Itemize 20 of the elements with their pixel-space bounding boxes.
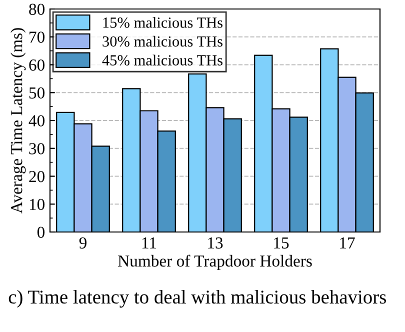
legend-label: 45% malicious THs [102, 54, 222, 66]
y-tick-label: 40 [28, 115, 45, 126]
y-tick-label: 70 [30, 32, 45, 43]
x-tick-label: 15 [274, 237, 289, 249]
y-tick-label: 80 [29, 4, 45, 15]
legend-label: 30% malicious THs [102, 36, 222, 47]
y-axis-title: Average Time Latency (ms) [10, 28, 26, 214]
x-axis-title: Number of Trapdoor Holders [118, 254, 312, 270]
y-tick-label: 30 [29, 143, 45, 154]
x-tick-label: 13 [208, 237, 223, 249]
text: c) Time latency to deal with malicious behaviors [8, 290, 386, 308]
x-tick-label: 9 [79, 237, 86, 249]
y-tick-label: 10 [30, 198, 45, 210]
y-tick-label: 20 [29, 170, 45, 182]
y-tick-label: 60 [29, 59, 45, 71]
legend-label: 15% malicious THs [103, 17, 222, 28]
y-tick-label: 50 [29, 87, 45, 99]
y-tick-label: 0 [37, 226, 45, 238]
x-tick-label: 11 [142, 237, 156, 248]
x-tick-label: 17 [340, 237, 355, 248]
